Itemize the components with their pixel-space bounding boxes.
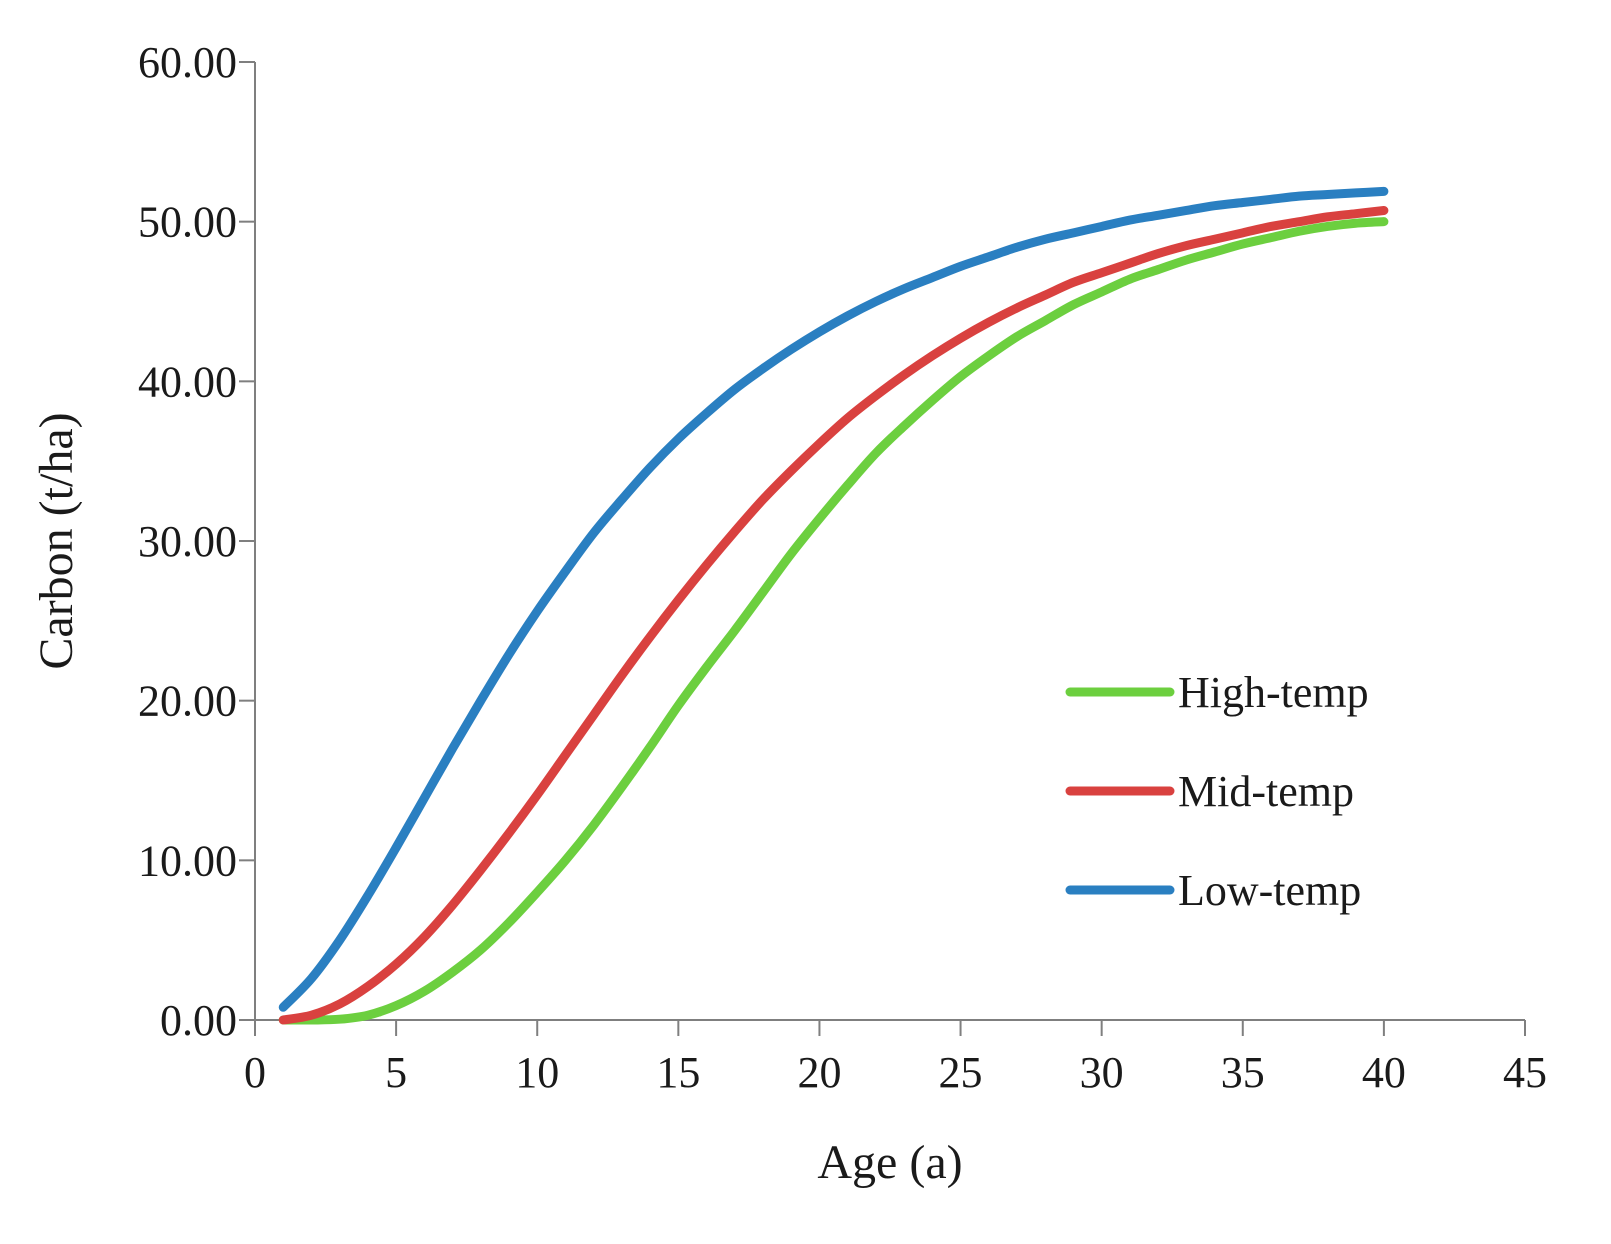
x-tick-label: 15 [656, 1048, 700, 1097]
y-tick-label: 40.00 [138, 357, 237, 406]
y-tick-label: 30.00 [138, 517, 237, 566]
x-tick-label: 30 [1080, 1048, 1124, 1097]
y-tick-label: 10.00 [138, 836, 237, 885]
x-tick-label: 45 [1503, 1048, 1547, 1097]
legend-label-mid-temp: Mid-temp [1178, 767, 1354, 816]
x-tick-label: 0 [244, 1048, 266, 1097]
x-tick-label: 25 [939, 1048, 983, 1097]
y-tick-label: 20.00 [138, 677, 237, 726]
y-axis-title: Carbon (t/ha) [30, 412, 83, 669]
series-lines [278, 186, 1389, 1025]
y-tick-label: 0.00 [160, 996, 237, 1045]
x-axis-title: Age (a) [817, 1136, 962, 1189]
series-line-mid-temp [278, 205, 1389, 1025]
x-tick-label: 20 [797, 1048, 841, 1097]
legend: High-temp Mid-temp Low-temp [1065, 668, 1369, 915]
x-tick-label: 40 [1362, 1048, 1406, 1097]
legend-label-high-temp: High-temp [1178, 668, 1369, 717]
series-line-high-temp [278, 217, 1389, 1025]
y-tick-label: 50.00 [138, 198, 237, 247]
x-tick-label: 10 [515, 1048, 559, 1097]
legend-label-low-temp: Low-temp [1178, 866, 1361, 915]
x-tick-label: 35 [1221, 1048, 1265, 1097]
x-axis: 0 5 10 15 20 25 30 35 40 45 [244, 1019, 1547, 1097]
series-line-low-temp [278, 186, 1389, 1012]
y-axis: 0.00 10.00 20.00 30.00 40.00 50.00 60.00 [138, 38, 256, 1045]
y-tick-label: 60.00 [138, 38, 237, 87]
x-tick-label: 5 [385, 1048, 407, 1097]
